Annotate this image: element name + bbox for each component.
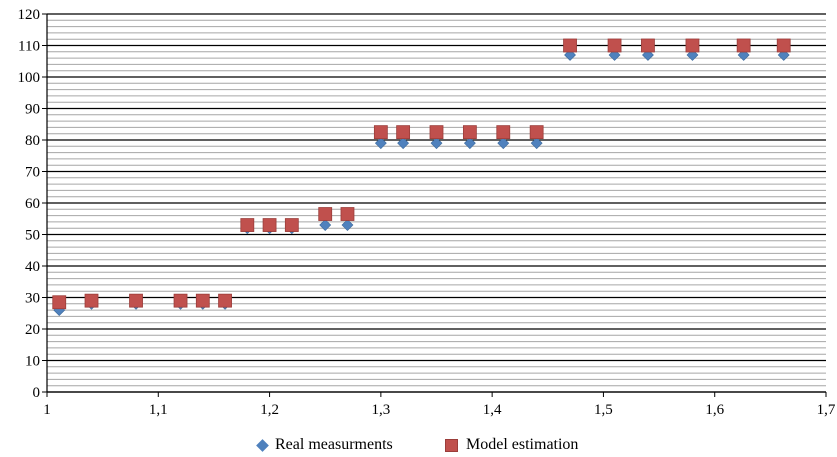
point-model-estimation [373, 125, 388, 140]
point-real-measurement [430, 137, 443, 150]
point-model-estimation [340, 207, 355, 221]
y-tick-label: 100 [18, 70, 41, 86]
y-tick-label: 90 [25, 102, 40, 118]
y-tick-label: 80 [25, 133, 40, 149]
y-tick-label: 60 [25, 196, 40, 212]
point-model-estimation [195, 293, 210, 308]
point-real-measurement [497, 137, 510, 150]
y-tick-label: 40 [25, 259, 40, 275]
data-points [52, 38, 791, 317]
point-model-estimation [641, 38, 655, 53]
x-tick-label: 1,5 [594, 402, 613, 418]
legend-item-real: Real measurments [256, 436, 393, 454]
point-model-estimation [685, 38, 700, 53]
x-tick-label: 1 [43, 402, 51, 418]
point-model-estimation [173, 293, 188, 308]
point-model-estimation [396, 125, 411, 140]
point-model-estimation [429, 125, 444, 140]
point-real-measurement [397, 137, 410, 150]
point-model-estimation [776, 38, 791, 53]
x-tick-label: 1,7 [817, 402, 836, 418]
plot-grid [46, 13, 826, 393]
point-model-estimation [129, 293, 143, 308]
x-tick-label: 1,4 [483, 402, 502, 418]
legend: Real measurments Model estimation [0, 436, 837, 456]
point-model-estimation [736, 38, 751, 53]
point-model-estimation [529, 125, 544, 140]
point-real-measurement [530, 137, 543, 150]
y-tick-label: 120 [18, 7, 41, 23]
legend-square-icon [445, 438, 458, 452]
y-tick-label: 20 [25, 322, 40, 338]
legend-label-real: Real measurments [275, 436, 393, 453]
x-tick-label: 1,1 [149, 402, 168, 418]
point-model-estimation [262, 218, 277, 232]
point-model-estimation [84, 293, 99, 308]
legend-diamond-icon [256, 438, 269, 452]
point-model-estimation [563, 38, 577, 53]
point-model-estimation [318, 207, 333, 221]
legend-label-model: Model estimation [466, 436, 579, 453]
point-model-estimation [462, 125, 477, 140]
point-real-measurement [374, 137, 387, 150]
x-tick-label: 1,3 [371, 402, 390, 418]
point-model-estimation [52, 295, 67, 310]
legend-item-model: Model estimation [445, 436, 578, 454]
point-real-measurement [341, 219, 354, 231]
point-model-estimation [218, 293, 232, 308]
x-axis-ticks: 1 1,1 1,2 1,3 1,4 1,5 1,6 1,7 [43, 392, 836, 418]
y-tick-label: 110 [18, 39, 40, 55]
point-model-estimation [607, 38, 622, 53]
point-model-estimation [496, 125, 511, 140]
y-tick-label: 70 [25, 165, 40, 181]
x-tick-label: 1,6 [705, 402, 724, 418]
x-tick-label: 1,2 [260, 402, 279, 418]
y-axis-ticks: 0 10 20 30 40 50 60 70 80 90 100 110 120 [18, 7, 47, 401]
y-tick-label: 50 [25, 228, 40, 244]
point-model-estimation [240, 218, 255, 232]
y-tick-label: 10 [25, 354, 40, 370]
y-tick-label: 30 [25, 291, 40, 307]
y-tick-label: 0 [33, 385, 41, 401]
point-real-measurement [463, 137, 476, 150]
point-real-measurement [319, 219, 332, 231]
point-model-estimation [284, 218, 299, 232]
